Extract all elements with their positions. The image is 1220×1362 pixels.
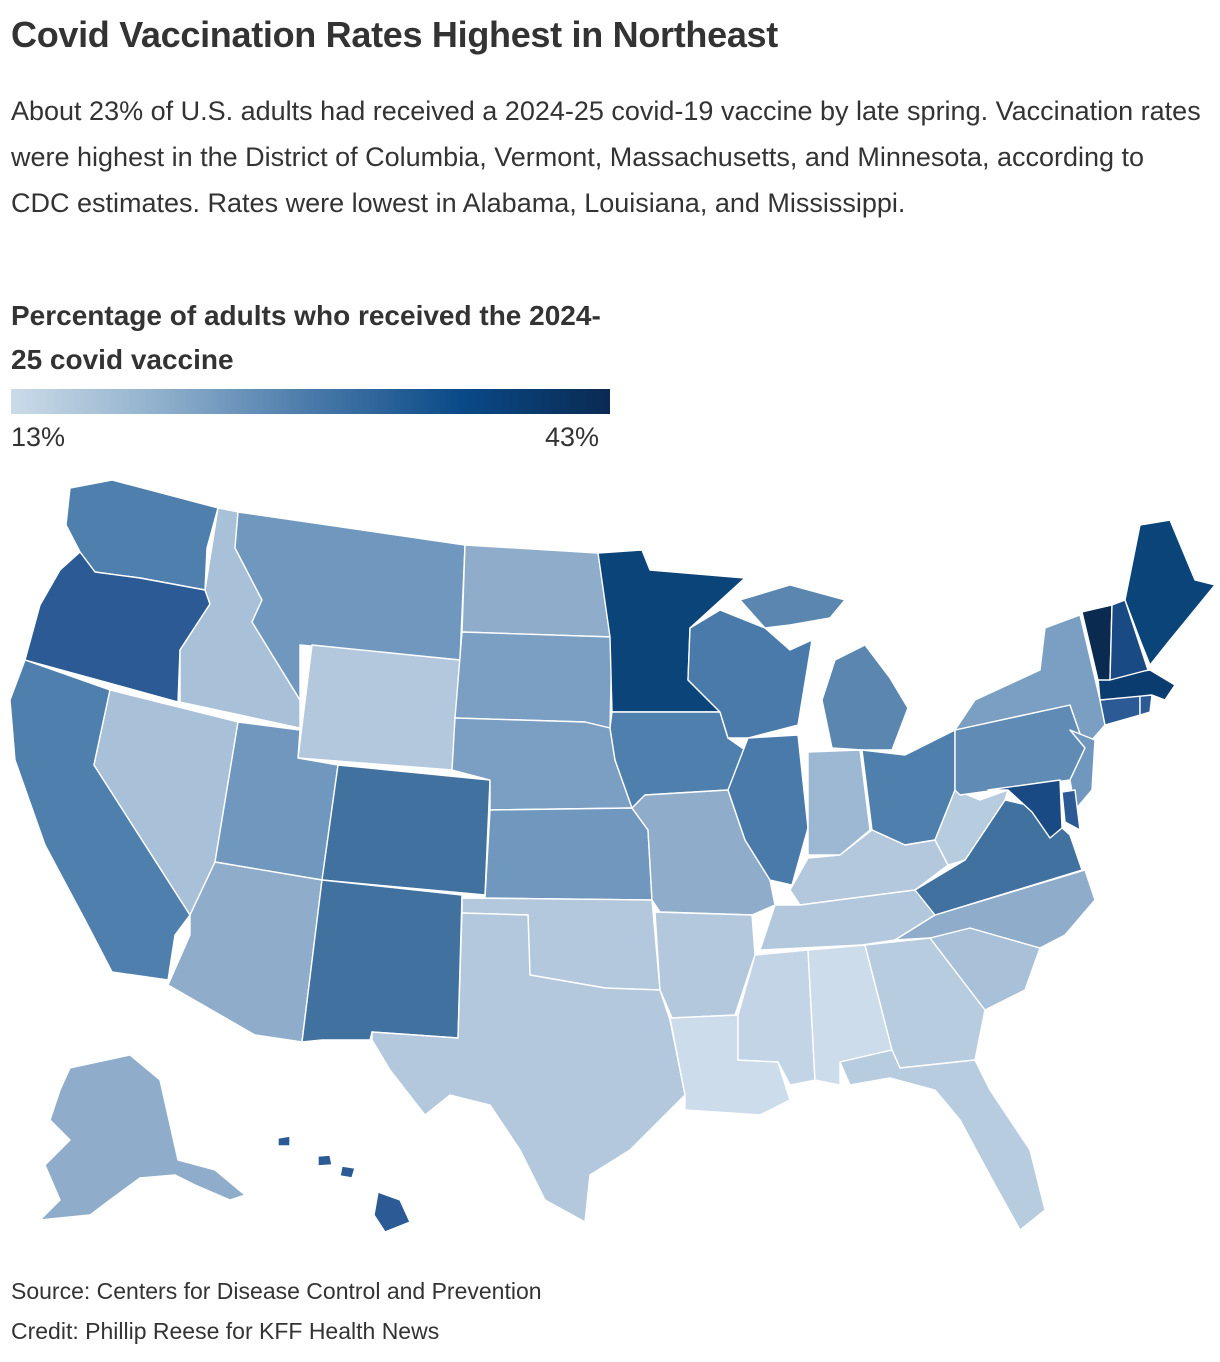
state-ks[interactable] xyxy=(484,807,653,901)
state-nh[interactable] xyxy=(1109,599,1149,681)
legend-max-label: 43% xyxy=(545,422,600,452)
state-il[interactable] xyxy=(727,734,809,886)
state-co[interactable] xyxy=(321,764,491,896)
credit-note: Credit: Phillip Reese for KFF Health New… xyxy=(11,1318,440,1344)
source-note: Source: Centers for Disease Control and … xyxy=(11,1278,542,1304)
legend-min-label: 13% xyxy=(11,422,66,452)
legend-title: Percentage of adults who received the 20… xyxy=(11,300,601,375)
state-md[interactable] xyxy=(987,779,1063,839)
state-de[interactable] xyxy=(1061,789,1081,831)
state-wy[interactable] xyxy=(297,644,461,771)
chart-title: Covid Vaccination Rates Highest in North… xyxy=(11,14,778,55)
legend-color-bar xyxy=(11,389,610,414)
state-wi[interactable] xyxy=(687,609,813,739)
chart-subtitle: About 23% of U.S. adults had received a … xyxy=(11,96,1201,218)
state-me[interactable] xyxy=(1124,519,1216,666)
state-tx[interactable] xyxy=(371,912,686,1223)
state-mi[interactable] xyxy=(739,584,909,751)
state-ak[interactable] xyxy=(39,1054,246,1221)
state-nd[interactable] xyxy=(461,544,613,638)
state-ri[interactable] xyxy=(1139,694,1153,716)
state-nm[interactable] xyxy=(301,879,463,1043)
state-hi[interactable] xyxy=(277,1135,411,1233)
state-fl[interactable] xyxy=(839,1049,1046,1231)
state-sd[interactable] xyxy=(454,631,613,729)
state-ar[interactable] xyxy=(654,911,756,1019)
us-choropleth-map xyxy=(9,479,1216,1233)
state-nc[interactable] xyxy=(894,869,1096,949)
